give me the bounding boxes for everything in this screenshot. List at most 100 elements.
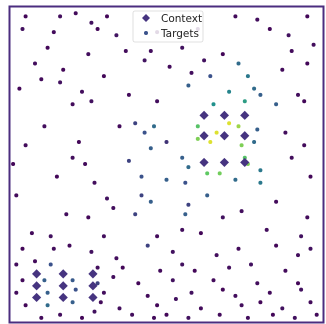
target-point (89, 99, 94, 104)
target-point (148, 49, 153, 53)
target-point (233, 293, 238, 298)
target-point (217, 312, 222, 317)
target-point (302, 143, 307, 148)
target-point (133, 212, 138, 217)
target-point (220, 215, 225, 220)
target-point (198, 306, 203, 311)
target-point (92, 180, 97, 185)
context-point (240, 131, 250, 141)
target-point (67, 243, 72, 248)
context-point (58, 269, 68, 279)
target-point (308, 246, 313, 251)
legend-context-label: Context (161, 13, 202, 25)
target-point (155, 234, 160, 239)
target-point (105, 196, 109, 201)
target-point (242, 155, 247, 160)
target-point (296, 253, 300, 258)
target-point (29, 231, 34, 236)
context-point (58, 292, 68, 303)
target-point (305, 215, 310, 220)
target-point (48, 262, 53, 267)
context-point (199, 110, 209, 120)
target-point (86, 215, 91, 220)
target-point (236, 246, 241, 251)
target-point (292, 315, 297, 320)
target-point (239, 209, 244, 214)
target-point (233, 14, 238, 19)
target-point (95, 265, 100, 270)
target-point (236, 61, 241, 66)
target-point (155, 303, 160, 308)
target-point (183, 212, 188, 217)
target-point (299, 287, 304, 292)
target-point (308, 300, 313, 305)
target-point (105, 14, 109, 19)
target-point (11, 162, 16, 166)
target-point (39, 315, 44, 320)
target-point (58, 80, 63, 85)
target-point (45, 303, 50, 308)
target-point (70, 278, 75, 283)
context-point (199, 157, 209, 168)
target-point (267, 27, 272, 31)
target-point (296, 281, 300, 286)
legend: Context Targets (132, 10, 204, 43)
target-point (164, 312, 169, 317)
target-point (86, 52, 91, 57)
target-point (70, 155, 75, 160)
target-point (217, 171, 222, 176)
legend-targets-marker (144, 31, 148, 35)
target-point (170, 249, 175, 254)
target-point (186, 165, 191, 170)
target-point (39, 77, 44, 82)
target-point (145, 293, 150, 298)
target-point (195, 136, 200, 141)
target-point (73, 287, 78, 292)
target-point (152, 124, 156, 129)
target-point (23, 303, 28, 308)
target-point (145, 243, 150, 248)
target-point (54, 174, 59, 179)
target-point (173, 297, 178, 301)
target-point (227, 265, 232, 270)
target-point (274, 243, 279, 248)
target-point (155, 99, 160, 104)
target-point (308, 174, 313, 179)
context-point (88, 269, 98, 279)
plot-frame (8, 5, 325, 324)
target-point (170, 278, 175, 283)
target-point (164, 140, 169, 144)
legend-targets-label: Targets (160, 28, 199, 40)
legend-context-marker (142, 14, 150, 22)
target-point (258, 168, 263, 173)
target-point (164, 177, 169, 182)
target-point (14, 193, 19, 198)
target-point (111, 206, 116, 210)
context-point (88, 292, 98, 303)
target-point (258, 92, 263, 97)
target-point (208, 140, 213, 144)
target-point (211, 278, 216, 283)
target-point (314, 312, 319, 317)
target-point (283, 268, 288, 273)
target-point (186, 83, 191, 88)
target-point (33, 259, 37, 264)
target-point (252, 86, 257, 91)
target-point (14, 262, 19, 267)
target-point (267, 290, 272, 295)
target-point (45, 290, 50, 295)
target-point (142, 58, 147, 63)
target-point (255, 127, 260, 132)
target-point (101, 290, 106, 295)
target-point (148, 146, 153, 151)
target-point (186, 202, 191, 207)
target-point (20, 27, 25, 31)
target-point (83, 162, 88, 166)
target-point (255, 281, 260, 286)
target-point (98, 300, 103, 305)
target-point (220, 287, 225, 292)
target-point (180, 227, 185, 232)
target-point (280, 67, 285, 72)
context-layer (32, 110, 250, 303)
target-point (64, 212, 69, 217)
